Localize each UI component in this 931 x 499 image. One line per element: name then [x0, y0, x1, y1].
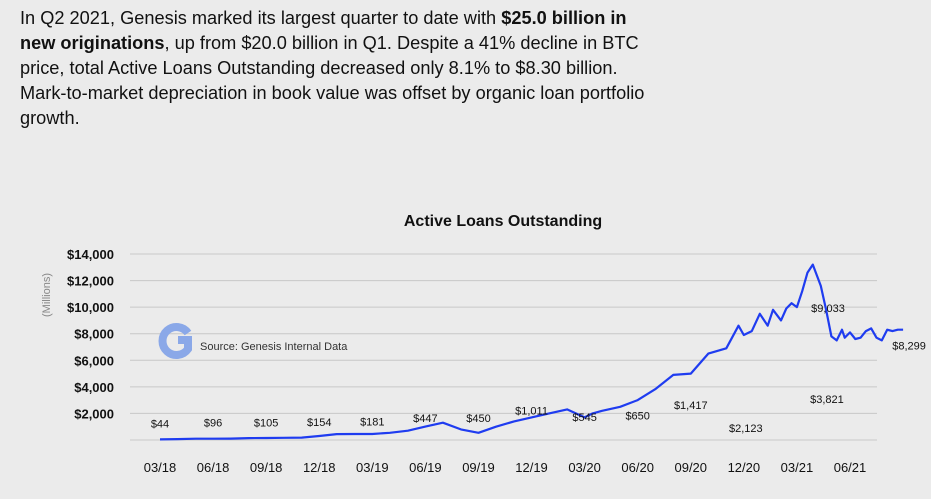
y-axis-ticks: $2,000 $4,000 $6,000 $8,000 $10,000 $12,000 $1…: [67, 247, 114, 421]
y-tick-label: $14,000: [67, 247, 114, 262]
y-axis-label: (Millions): [41, 273, 53, 317]
x-tick-label: 06/18: [197, 460, 230, 475]
intro-text-1: In Q2 2021, Genesis marked its largest q…: [20, 8, 502, 28]
x-tick-label: 06/19: [409, 460, 442, 475]
data-label: $3,821: [810, 394, 844, 406]
x-axis-ticks: 03/18 06/18 09/18 12/18 03/19 06/19 09/19 12/19…: [144, 460, 867, 475]
data-label: $8,299: [892, 341, 926, 353]
x-tick-label: 06/21: [834, 460, 867, 475]
y-tick-label: $4,000: [74, 380, 114, 395]
intro-bold-text: $25.0 billion in new originations: [20, 8, 627, 53]
y-tick-label: $10,000: [67, 300, 114, 315]
x-tick-label: 06/20: [621, 460, 654, 475]
data-label: $105: [254, 418, 278, 430]
data-label: $9,033: [811, 303, 845, 315]
chart-title: Active Loans Outstanding: [404, 213, 602, 230]
data-label: $545: [572, 412, 596, 424]
x-tick-label: 09/18: [250, 460, 283, 475]
x-tick-label: 09/20: [674, 460, 707, 475]
data-label: $96: [204, 418, 222, 430]
x-tick-label: 09/19: [462, 460, 495, 475]
x-tick-label: 03/21: [781, 460, 814, 475]
x-tick-label: 03/18: [144, 460, 177, 475]
data-label: $1,011: [515, 406, 548, 418]
y-tick-label: $2,000: [74, 406, 114, 421]
data-labels: $44 $96 $105 $154 $181 $447 $450 $1,011 $545 $650…: [151, 303, 926, 435]
y-tick-label: $12,000: [67, 274, 114, 289]
source-note: Source: Genesis Internal Data: [200, 341, 348, 353]
x-tick-label: 12/18: [303, 460, 336, 475]
genesis-g-logo-icon: [158, 323, 192, 359]
x-tick-label: 03/20: [568, 460, 601, 475]
x-tick-label: 03/19: [356, 460, 389, 475]
data-label: $181: [360, 417, 384, 429]
x-tick-label: 12/19: [515, 460, 548, 475]
gridlines: [130, 253, 877, 441]
data-label: $1,417: [674, 400, 708, 412]
data-label: $154: [307, 417, 331, 429]
data-label: $44: [151, 418, 169, 430]
x-tick-label: 12/20: [728, 460, 761, 475]
intro-paragraph: In Q2 2021, Genesis marked its largest q…: [20, 6, 660, 131]
series-line-active-loans: [159, 263, 904, 441]
data-label: $447: [413, 413, 437, 425]
data-label: $2,123: [729, 423, 763, 435]
data-label: $450: [466, 413, 490, 425]
intro-text-2: , up from $20.0 billion in Q1. Despite a…: [20, 33, 645, 128]
y-tick-label: $6,000: [74, 353, 114, 368]
y-tick-label: $8,000: [74, 327, 114, 342]
data-label: $650: [625, 410, 649, 422]
